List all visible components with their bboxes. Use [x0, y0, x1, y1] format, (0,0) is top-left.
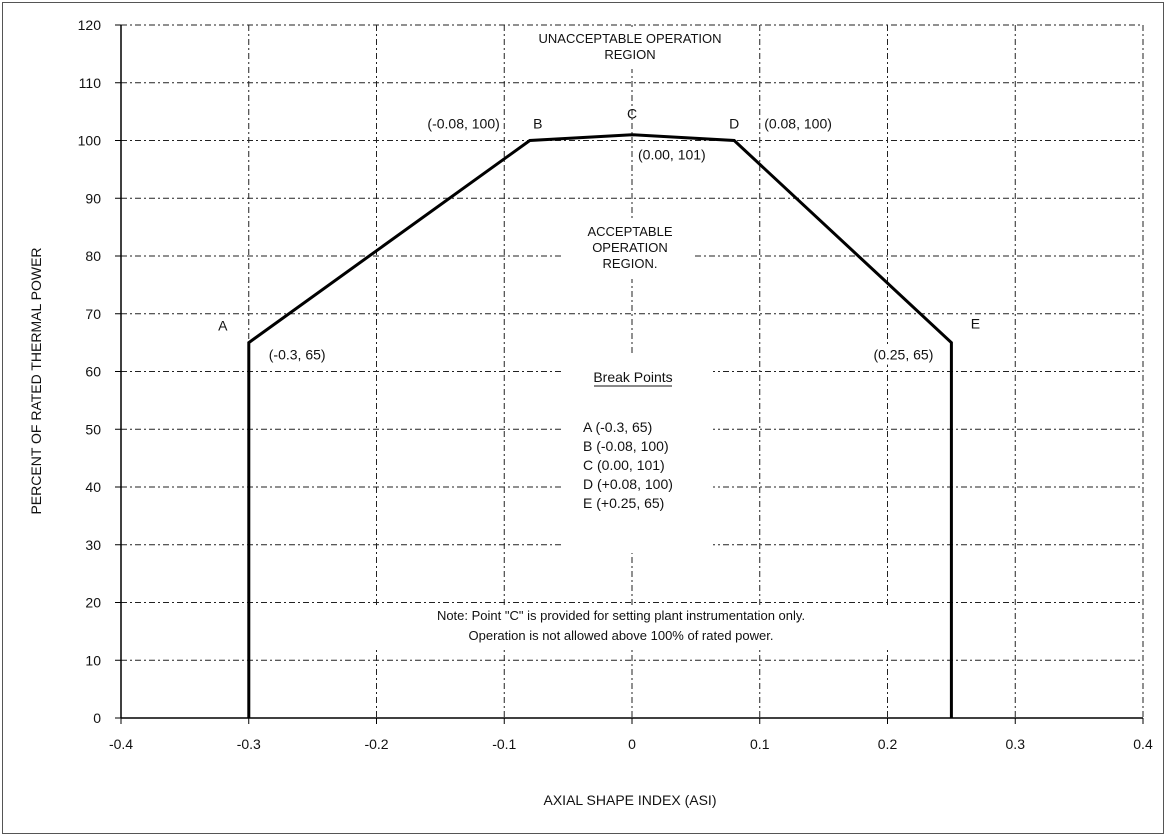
break-points-title: Break Points: [593, 369, 672, 385]
x-tick-label-1: -0.3: [237, 736, 261, 752]
acceptable-region-line-0: ACCEPTABLE: [587, 224, 672, 239]
point-letter-e: E: [971, 316, 980, 332]
y-tick-label-8: 80: [85, 248, 101, 264]
y-tick-label-11: 110: [79, 75, 102, 91]
y-tick-label-5: 50: [85, 421, 101, 437]
x-tick-label-8: 0.4: [1133, 736, 1153, 752]
point-letter-d: D: [729, 116, 739, 132]
y-axis-title: PERCENT OF RATED THERMAL POWER: [28, 247, 44, 514]
acceptable-region-line-2: REGION.: [603, 256, 658, 271]
point-coord-d: (0.08, 100): [764, 116, 832, 132]
break-point-item-4: E (+0.25, 65): [583, 495, 664, 511]
break-point-item-3: D (+0.08, 100): [583, 476, 673, 492]
y-tick-label-7: 70: [85, 306, 101, 322]
point-letter-c: C: [627, 106, 637, 122]
x-tick-label-6: 0.2: [878, 736, 898, 752]
y-tick-label-4: 40: [85, 479, 101, 495]
note-line-1: Operation is not allowed above 100% of r…: [469, 628, 774, 643]
break-point-item-2: C (0.00, 101): [583, 457, 665, 473]
acceptable-region-line-1: OPERATION: [592, 240, 668, 255]
y-tick-label-3: 30: [85, 537, 101, 553]
x-tick-label-4: 0: [628, 736, 636, 752]
unacceptable-region-line-1: REGION: [604, 47, 655, 62]
break-point-item-1: B (-0.08, 100): [583, 438, 669, 454]
point-letter-a: A: [218, 318, 228, 334]
x-axis-title: AXIAL SHAPE INDEX (ASI): [544, 792, 717, 808]
x-tick-label-7: 0.3: [1006, 736, 1026, 752]
y-tick-label-1: 10: [85, 652, 101, 668]
y-tick-label-10: 100: [78, 133, 102, 149]
y-tick-label-2: 20: [85, 595, 101, 611]
point-coord-b: (-0.08, 100): [427, 116, 499, 132]
y-tick-label-6: 60: [85, 364, 101, 380]
note-line-0: Note: Point "C" is provided for setting …: [437, 608, 805, 623]
x-tick-label-0: -0.4: [109, 736, 133, 752]
point-coord-e: (0.25, 65): [873, 347, 933, 363]
y-tick-label-9: 90: [85, 190, 101, 206]
break-point-item-0: A (-0.3, 65): [583, 419, 652, 435]
unacceptable-region-line-0: UNACCEPTABLE OPERATION: [539, 31, 722, 46]
x-tick-label-3: -0.1: [492, 736, 516, 752]
point-coord-a: (-0.3, 65): [269, 347, 326, 363]
x-tick-label-2: -0.2: [364, 736, 388, 752]
point-coord-c: (0.00, 101): [638, 147, 706, 163]
x-tick-label-5: 0.1: [750, 736, 770, 752]
point-letter-b: B: [533, 116, 542, 132]
y-tick-label-12: 120: [78, 17, 102, 33]
y-tick-label-0: 0: [93, 710, 101, 726]
asi-chart: 0 10 20 30 40 50 60 70 80 90 100 110 120 -0.4 -0.3 -0.2…: [3, 3, 1165, 835]
